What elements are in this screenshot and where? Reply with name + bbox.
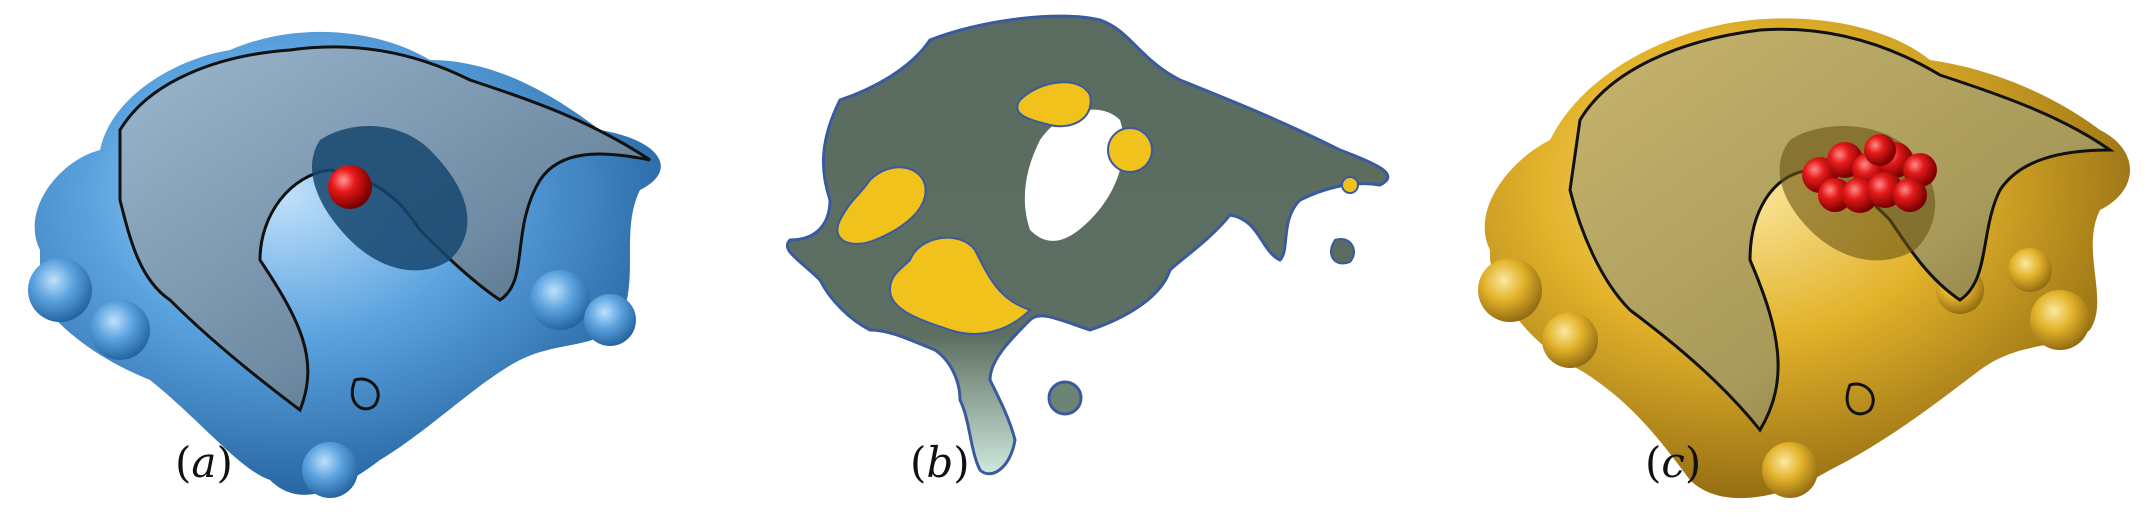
cut-plane-c xyxy=(1568,27,2115,433)
small-island-b xyxy=(1047,380,1083,416)
hole-outline-c xyxy=(1845,382,1875,416)
panel-c: (c) xyxy=(1460,0,2145,521)
panel-b: (b) xyxy=(760,0,1420,521)
ligand-sphere-a xyxy=(328,165,372,209)
pocket-a xyxy=(311,126,468,271)
cut-plane-a xyxy=(118,45,651,413)
slice-body-b xyxy=(785,14,1390,476)
panel-a: (a) xyxy=(0,0,720,521)
ligand-cluster-c xyxy=(1802,134,1937,213)
yellow-cavities-b xyxy=(836,81,1359,335)
small-island-2-b xyxy=(1330,238,1355,265)
hole-outline-a xyxy=(351,377,380,411)
panel-c-surface-image xyxy=(1478,18,2130,499)
caption-b: (b) xyxy=(910,438,970,487)
slice-gap-b xyxy=(1024,109,1124,241)
caption-c: (c) xyxy=(1645,438,1702,487)
panel-b-slice-image xyxy=(785,14,1390,476)
caption-a: (a) xyxy=(175,438,233,487)
panel-a-surface-image xyxy=(28,31,661,498)
